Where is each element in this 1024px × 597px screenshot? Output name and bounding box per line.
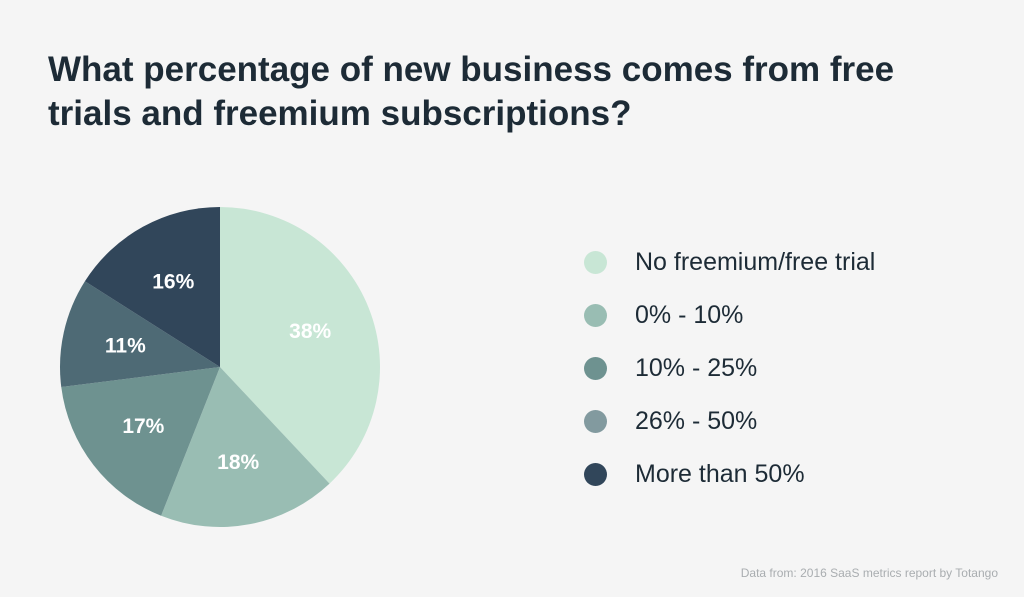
legend-swatch (584, 251, 607, 274)
pie-slice-4 (84, 207, 220, 367)
legend-swatch (584, 357, 607, 380)
legend-item-more-than-50: More than 50% (584, 448, 875, 501)
pie-slice-0 (220, 207, 380, 484)
legend-label: 10% - 25% (635, 354, 758, 382)
pie-slice-label-4: 16% (152, 270, 194, 293)
chart-title-line-1: What percentage of new business comes fr… (48, 50, 895, 89)
legend-item-26-50: 26% - 50% (584, 395, 875, 448)
pie-slice-3 (60, 281, 220, 388)
pie-slice-label-2: 17% (122, 415, 164, 438)
legend-item-no-freemium: No freemium/free trial (584, 236, 875, 289)
legend-item-10-25: 10% - 25% (584, 342, 875, 395)
pie-slice-label-0: 38% (289, 320, 331, 343)
legend: No freemium/free trial 0% - 10% 10% - 25… (584, 236, 875, 501)
legend-swatch (584, 463, 607, 486)
pie-chart: 38% 18% 17% 11% 16% (60, 207, 380, 527)
pie-slice-1 (161, 367, 330, 527)
chart-title: What percentage of new business comes fr… (48, 48, 948, 136)
legend-label: 0% - 10% (635, 301, 744, 329)
legend-label: 26% - 50% (635, 407, 758, 435)
pie-slice-label-1: 18% (217, 451, 259, 474)
legend-item-0-10: 0% - 10% (584, 289, 875, 342)
chart-title-line-2: trials and freemium subscriptions? (48, 94, 632, 133)
source-footnote: Data from: 2016 SaaS metrics report by T… (740, 566, 998, 580)
pie-slice-label-3: 11% (105, 334, 146, 357)
pie-slice-2 (61, 367, 220, 516)
legend-label: No freemium/free trial (635, 248, 876, 276)
legend-swatch (584, 304, 607, 327)
legend-label: More than 50% (635, 460, 805, 488)
legend-swatch (584, 410, 607, 433)
